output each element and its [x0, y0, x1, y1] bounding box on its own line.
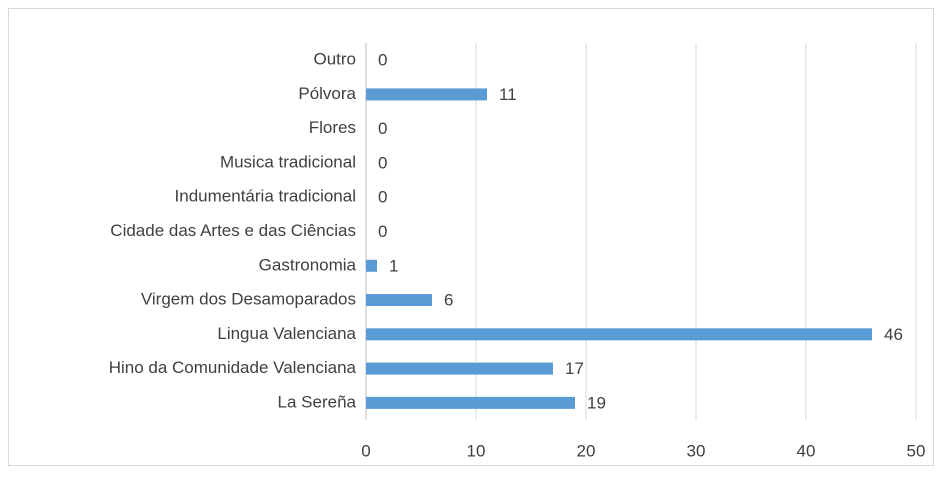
data-label: 0 — [378, 153, 387, 172]
data-label: 0 — [378, 188, 387, 207]
data-label: 46 — [884, 325, 903, 344]
bar — [366, 396, 575, 409]
x-tick-label: 30 — [687, 441, 706, 460]
data-label: 6 — [444, 291, 453, 310]
x-tick-label: 20 — [577, 441, 596, 460]
data-label: 11 — [499, 85, 517, 104]
y-tick-label: Lingua Valenciana — [217, 324, 356, 343]
y-tick-label: Musica tradicional — [220, 152, 356, 171]
bar — [366, 294, 432, 307]
bar — [366, 328, 872, 341]
data-label: 0 — [378, 222, 387, 241]
y-tick-label: Hino da Comunidade Valenciana — [109, 358, 357, 377]
data-label: 0 — [378, 51, 387, 70]
y-tick-label: Indumentária tradicional — [175, 187, 356, 206]
data-label: 1 — [389, 256, 398, 275]
y-tick-label: Pólvora — [298, 84, 356, 103]
data-label: 17 — [565, 359, 584, 378]
y-tick-label: Flores — [309, 118, 356, 137]
y-tick-label: Virgem dos Desamoparados — [141, 290, 356, 309]
y-tick-label: La Sereña — [278, 392, 357, 411]
x-tick-label: 10 — [467, 441, 486, 460]
x-tick-label: 50 — [907, 441, 926, 460]
bar — [366, 88, 487, 101]
y-tick-label: Outro — [313, 50, 356, 69]
chart-border — [8, 8, 934, 466]
bar — [366, 259, 377, 272]
x-tick-label: 40 — [797, 441, 816, 460]
x-tick-label: 0 — [361, 441, 370, 460]
bar — [366, 362, 553, 375]
data-label: 19 — [587, 393, 606, 412]
y-tick-label: Gastronomia — [259, 255, 357, 274]
data-label: 0 — [378, 119, 387, 138]
y-tick-label: Cidade das Artes e das Ciências — [110, 221, 356, 240]
